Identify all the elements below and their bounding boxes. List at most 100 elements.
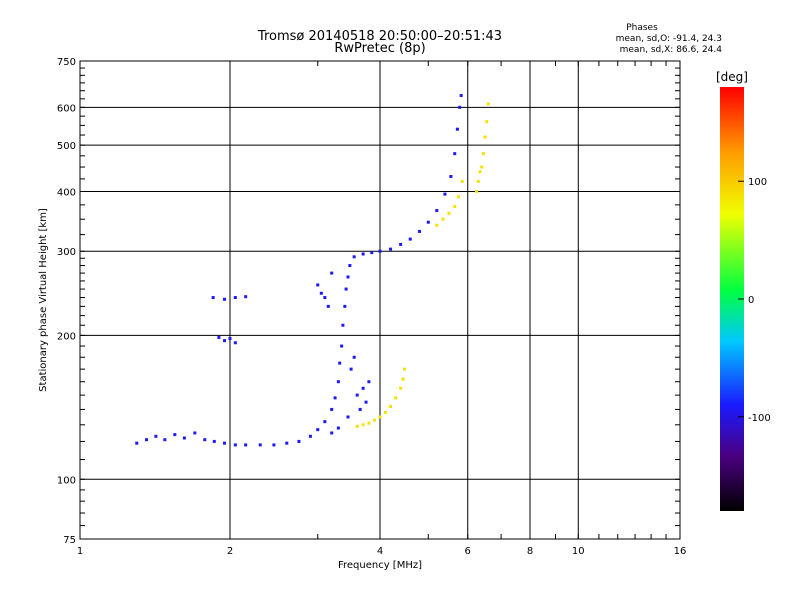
data-point (361, 386, 365, 390)
data-point (364, 400, 368, 404)
data-point (403, 367, 407, 371)
data-point (316, 428, 320, 432)
data-point (285, 441, 289, 445)
x-tick-label: 16 (674, 546, 687, 557)
y-tick-labels: 75 100 200 300 400 500 600 750 (57, 57, 76, 546)
data-point (367, 380, 371, 384)
data-point (297, 439, 301, 443)
data-point (435, 209, 439, 213)
colorbar-label: [deg] (716, 70, 748, 84)
data-point (233, 443, 237, 447)
data-point (193, 431, 197, 435)
x-tick-label: 10 (572, 546, 585, 557)
data-point (316, 283, 320, 287)
data-point (457, 195, 461, 199)
colorbar-tick-label: -100 (748, 413, 771, 424)
y-tick-label: 300 (57, 247, 76, 258)
x-tick-label: 6 (465, 546, 471, 557)
data-point (370, 251, 374, 255)
data-point (352, 255, 356, 259)
data-point (399, 242, 403, 246)
phases-stats-x: mean, sd,X: 86.6, 24.4 (620, 45, 723, 55)
x-tick-label: 2 (227, 546, 233, 557)
colorbar-ticks: -100 0 100 (738, 177, 771, 424)
y-tick-label: 600 (57, 103, 76, 114)
data-point (203, 438, 207, 442)
data-point (478, 170, 482, 174)
data-point (349, 367, 353, 371)
y-tick-label: 75 (63, 535, 76, 546)
data-point (399, 386, 403, 390)
data-point (485, 120, 489, 124)
data-point (458, 105, 462, 109)
data-point (319, 291, 323, 295)
data-point (323, 420, 327, 424)
data-point (336, 426, 340, 430)
chart-subtitle: RwPretec (8p) (334, 41, 425, 56)
grid (80, 61, 680, 539)
data-point (459, 94, 463, 98)
data-point (426, 220, 430, 224)
data-point (173, 433, 177, 437)
data-point (389, 247, 393, 251)
data-point (394, 396, 398, 400)
data-point (326, 304, 330, 308)
chart-title: Tromsø 20140518 20:50:00–20:51:43 (257, 29, 502, 44)
y-tick-label: 750 (57, 57, 76, 68)
data-point (455, 127, 459, 131)
data-point (330, 407, 334, 411)
data-point (211, 296, 215, 300)
data-point (308, 434, 312, 438)
data-point (341, 323, 345, 327)
data-point (453, 152, 457, 156)
data-point (346, 275, 350, 279)
y-tick-label: 200 (57, 331, 76, 342)
data-point (338, 361, 342, 365)
data-point (244, 443, 248, 447)
data-point (355, 424, 359, 428)
y-axis-label: Stationary phase Virtual Height [km] (38, 208, 49, 392)
data-point (228, 337, 232, 341)
data-point (453, 205, 457, 209)
data-point (182, 436, 186, 440)
data-point (460, 179, 464, 183)
data-point (145, 438, 149, 442)
data-point (223, 297, 227, 301)
data-point (352, 355, 356, 359)
data-point (233, 341, 237, 345)
data-point (272, 443, 276, 447)
data-point (486, 102, 490, 106)
data-point (378, 249, 382, 253)
data-point (348, 264, 352, 268)
data-point (135, 441, 139, 445)
x-tick-labels: 1 2 4 6 8 10 16 (77, 546, 687, 557)
data-point (367, 421, 371, 425)
data-point (223, 339, 227, 343)
data-point (323, 296, 327, 300)
data-point (389, 404, 393, 408)
colorbar-tick-label: 0 (748, 295, 754, 306)
data-point (344, 287, 348, 291)
data-point (340, 344, 344, 348)
data-point (408, 237, 412, 241)
x-tick-label: 1 (77, 546, 83, 557)
data-point (480, 165, 484, 169)
y-tick-label: 400 (57, 187, 76, 198)
y-tick-label: 100 (57, 475, 76, 486)
x-tick-label: 4 (377, 546, 383, 557)
data-point (330, 431, 334, 435)
data-point (154, 434, 158, 438)
data-point (343, 304, 347, 308)
data-point (336, 380, 340, 384)
y-tick-label: 500 (57, 141, 76, 152)
data-point (435, 223, 439, 227)
data-point (441, 217, 445, 221)
axis-ticks (79, 60, 681, 539)
data-point (355, 393, 359, 397)
data-point (361, 252, 365, 256)
data-point (212, 439, 216, 443)
data-point (233, 296, 237, 300)
data-point (449, 174, 453, 178)
data-point (383, 410, 387, 414)
